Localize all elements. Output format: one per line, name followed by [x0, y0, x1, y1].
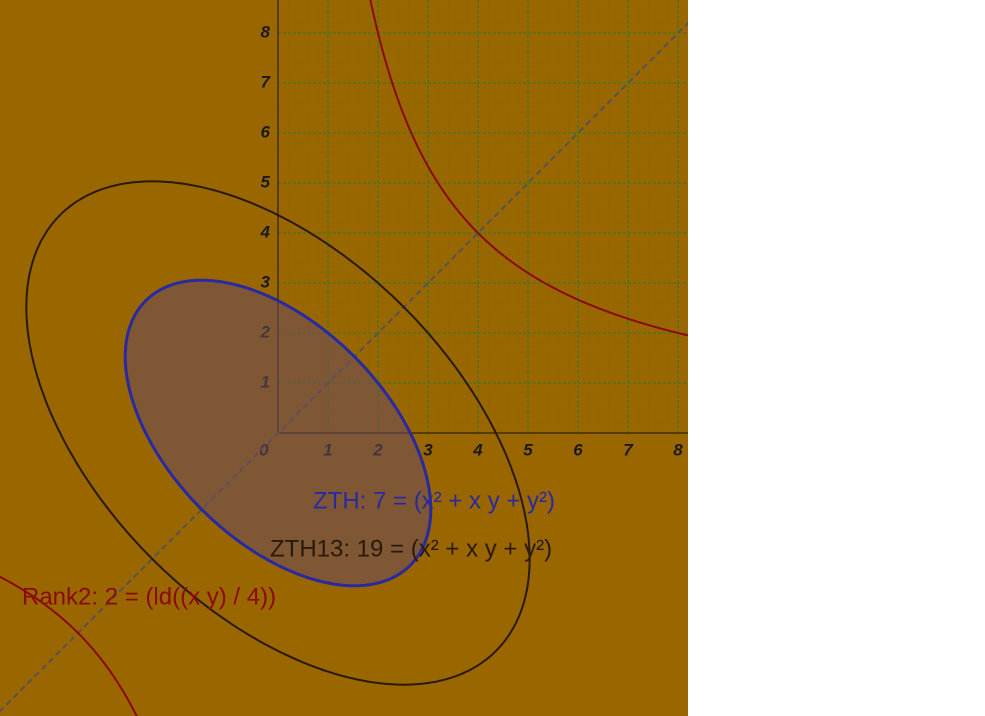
- x-tick-label: 3: [423, 440, 433, 459]
- x-tick-label: 8: [673, 440, 683, 459]
- blank-area: [688, 0, 985, 716]
- curve-label: ZTH13: 19 = (x² + x y + y²): [270, 535, 552, 562]
- curve: [25, 180, 531, 686]
- y-tick-label: 4: [260, 222, 271, 241]
- y-tick-label: 8: [261, 22, 271, 41]
- curve: [123, 278, 433, 588]
- x-tick-label: 4: [472, 440, 483, 459]
- curve-label: ZTH: 7 = (x² + x y + y²): [313, 487, 555, 514]
- y-tick-label: 6: [261, 122, 271, 141]
- y-tick-label: 3: [261, 272, 271, 291]
- curve-label: Rank2: 2 = (ld((x y) / 4)): [22, 583, 276, 610]
- y-tick-label: 5: [261, 172, 271, 191]
- x-tick-label: 6: [573, 440, 583, 459]
- y-tick-label: 7: [261, 72, 272, 91]
- x-tick-label: 5: [523, 440, 533, 459]
- x-tick-label: 7: [623, 440, 634, 459]
